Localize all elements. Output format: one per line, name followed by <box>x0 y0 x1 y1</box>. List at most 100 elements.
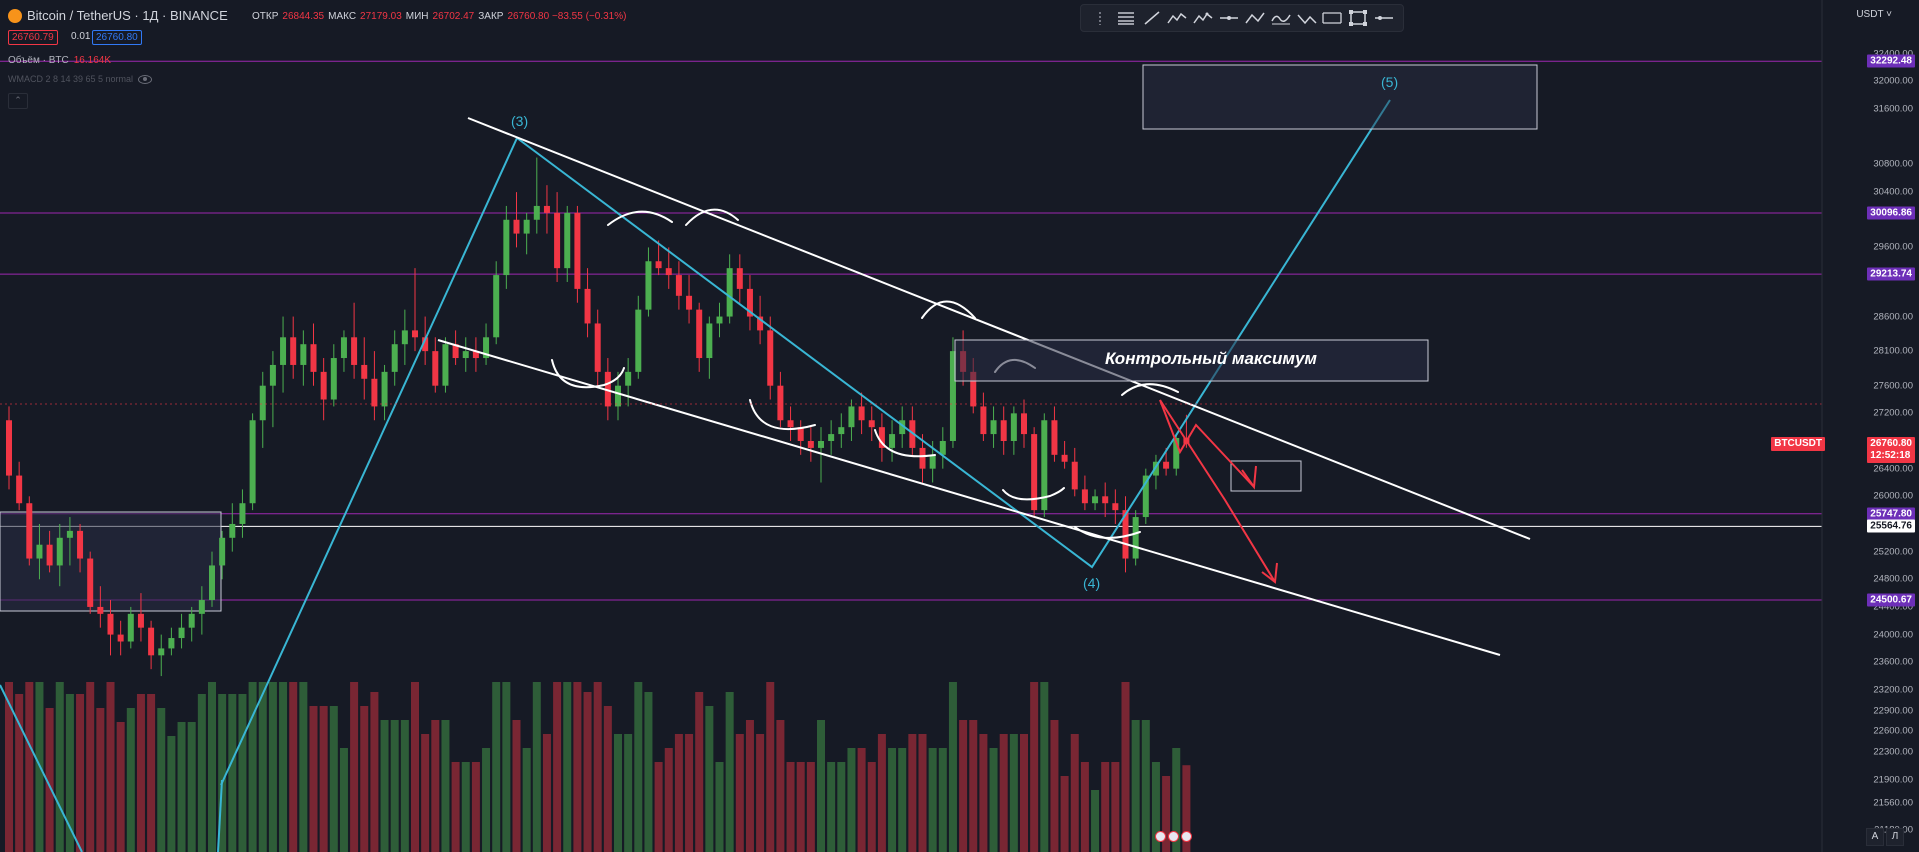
candle[interactable] <box>564 205 571 282</box>
candle[interactable] <box>1142 468 1149 524</box>
us-flag-event-icon[interactable] <box>1155 831 1166 842</box>
candle[interactable] <box>391 330 398 386</box>
candle[interactable] <box>615 371 621 421</box>
candle[interactable] <box>919 434 926 483</box>
candle[interactable] <box>6 406 12 490</box>
candle[interactable] <box>706 316 713 379</box>
candle[interactable] <box>767 316 774 400</box>
candle[interactable] <box>412 268 418 352</box>
horizontal-lines-icon[interactable] <box>1114 7 1138 29</box>
candle[interactable] <box>249 413 256 511</box>
candle[interactable] <box>746 275 753 331</box>
us-flag-event-icon[interactable] <box>1168 831 1179 842</box>
auto-scale-button[interactable]: A <box>1866 828 1884 846</box>
us-flag-event-icon[interactable] <box>1181 831 1192 842</box>
candle[interactable] <box>300 330 307 386</box>
candle[interactable] <box>1000 406 1007 455</box>
candle[interactable] <box>878 413 885 462</box>
candle[interactable] <box>1061 441 1068 469</box>
candle[interactable] <box>1132 510 1139 566</box>
candle[interactable] <box>939 427 946 469</box>
candle[interactable] <box>127 606 134 649</box>
candle[interactable] <box>533 157 540 234</box>
candle[interactable] <box>483 323 490 365</box>
candle[interactable] <box>1081 475 1088 511</box>
candle[interactable] <box>899 406 906 448</box>
candle[interactable] <box>1051 406 1058 462</box>
candle[interactable] <box>188 606 195 642</box>
candle[interactable] <box>16 461 23 511</box>
candle[interactable] <box>1112 489 1119 524</box>
candle[interactable] <box>472 337 479 372</box>
left-zone-rect[interactable] <box>0 511 222 612</box>
candle[interactable] <box>736 254 743 303</box>
candle[interactable] <box>818 427 824 483</box>
candle[interactable] <box>696 302 703 372</box>
candle[interactable] <box>442 337 449 393</box>
candle[interactable] <box>1031 427 1038 518</box>
candle[interactable] <box>259 371 266 448</box>
candle[interactable] <box>675 261 682 310</box>
candle[interactable] <box>310 323 317 386</box>
candle[interactable] <box>137 593 144 642</box>
currency-selector[interactable]: USDT ˅ <box>1856 9 1892 20</box>
candle[interactable] <box>351 302 358 379</box>
candle[interactable] <box>1010 406 1017 455</box>
abc-correction-icon[interactable] <box>1295 7 1319 29</box>
candle[interactable] <box>107 600 114 656</box>
horizontal-line-icon[interactable] <box>1372 7 1396 29</box>
candle[interactable] <box>269 351 276 428</box>
candle[interactable] <box>513 192 520 248</box>
candle[interactable] <box>432 337 439 393</box>
candle[interactable] <box>280 316 287 393</box>
candle[interactable] <box>1102 482 1109 518</box>
candle[interactable] <box>401 309 408 365</box>
candle[interactable] <box>777 371 784 428</box>
candle[interactable] <box>543 185 550 234</box>
candle[interactable] <box>239 489 246 538</box>
candle[interactable] <box>36 523 43 580</box>
candle[interactable] <box>87 551 94 614</box>
candle[interactable] <box>990 406 997 448</box>
candle[interactable] <box>320 358 327 421</box>
candle[interactable] <box>655 240 662 276</box>
candle[interactable] <box>848 399 855 441</box>
economic-events[interactable] <box>1155 831 1192 842</box>
abcd-pattern-icon[interactable] <box>1243 7 1267 29</box>
candle[interactable] <box>828 420 835 455</box>
candle[interactable] <box>574 205 581 303</box>
rectangle-icon[interactable] <box>1346 7 1370 29</box>
grip-icon[interactable] <box>1088 7 1112 29</box>
candle[interactable] <box>198 586 205 635</box>
candle[interactable] <box>229 503 236 552</box>
candle[interactable] <box>594 309 601 386</box>
candle[interactable] <box>340 330 347 372</box>
candle[interactable] <box>361 337 368 400</box>
candle[interactable] <box>1021 399 1027 448</box>
candle[interactable] <box>452 330 459 365</box>
candle[interactable] <box>66 517 73 566</box>
xabcd-pattern-icon[interactable] <box>1191 7 1215 29</box>
small-zone-rect[interactable] <box>1230 460 1302 492</box>
candle[interactable] <box>381 364 388 421</box>
log-scale-button[interactable]: Л <box>1886 828 1904 846</box>
candle[interactable] <box>330 344 337 407</box>
candle[interactable] <box>290 316 297 379</box>
candle[interactable] <box>148 620 155 670</box>
candle[interactable] <box>503 205 510 289</box>
candle[interactable] <box>209 551 215 607</box>
trend-line-icon[interactable] <box>1140 7 1164 29</box>
candle[interactable] <box>493 261 500 345</box>
candle[interactable] <box>716 302 723 338</box>
candle[interactable] <box>858 392 865 435</box>
candle[interactable] <box>1152 454 1159 490</box>
candle[interactable] <box>56 523 63 587</box>
candle[interactable] <box>889 420 896 462</box>
candle[interactable] <box>868 406 875 441</box>
candle[interactable] <box>1041 413 1048 518</box>
candle[interactable] <box>371 351 378 421</box>
candle[interactable] <box>980 392 987 441</box>
candle[interactable] <box>726 254 733 324</box>
candle[interactable] <box>117 620 124 656</box>
